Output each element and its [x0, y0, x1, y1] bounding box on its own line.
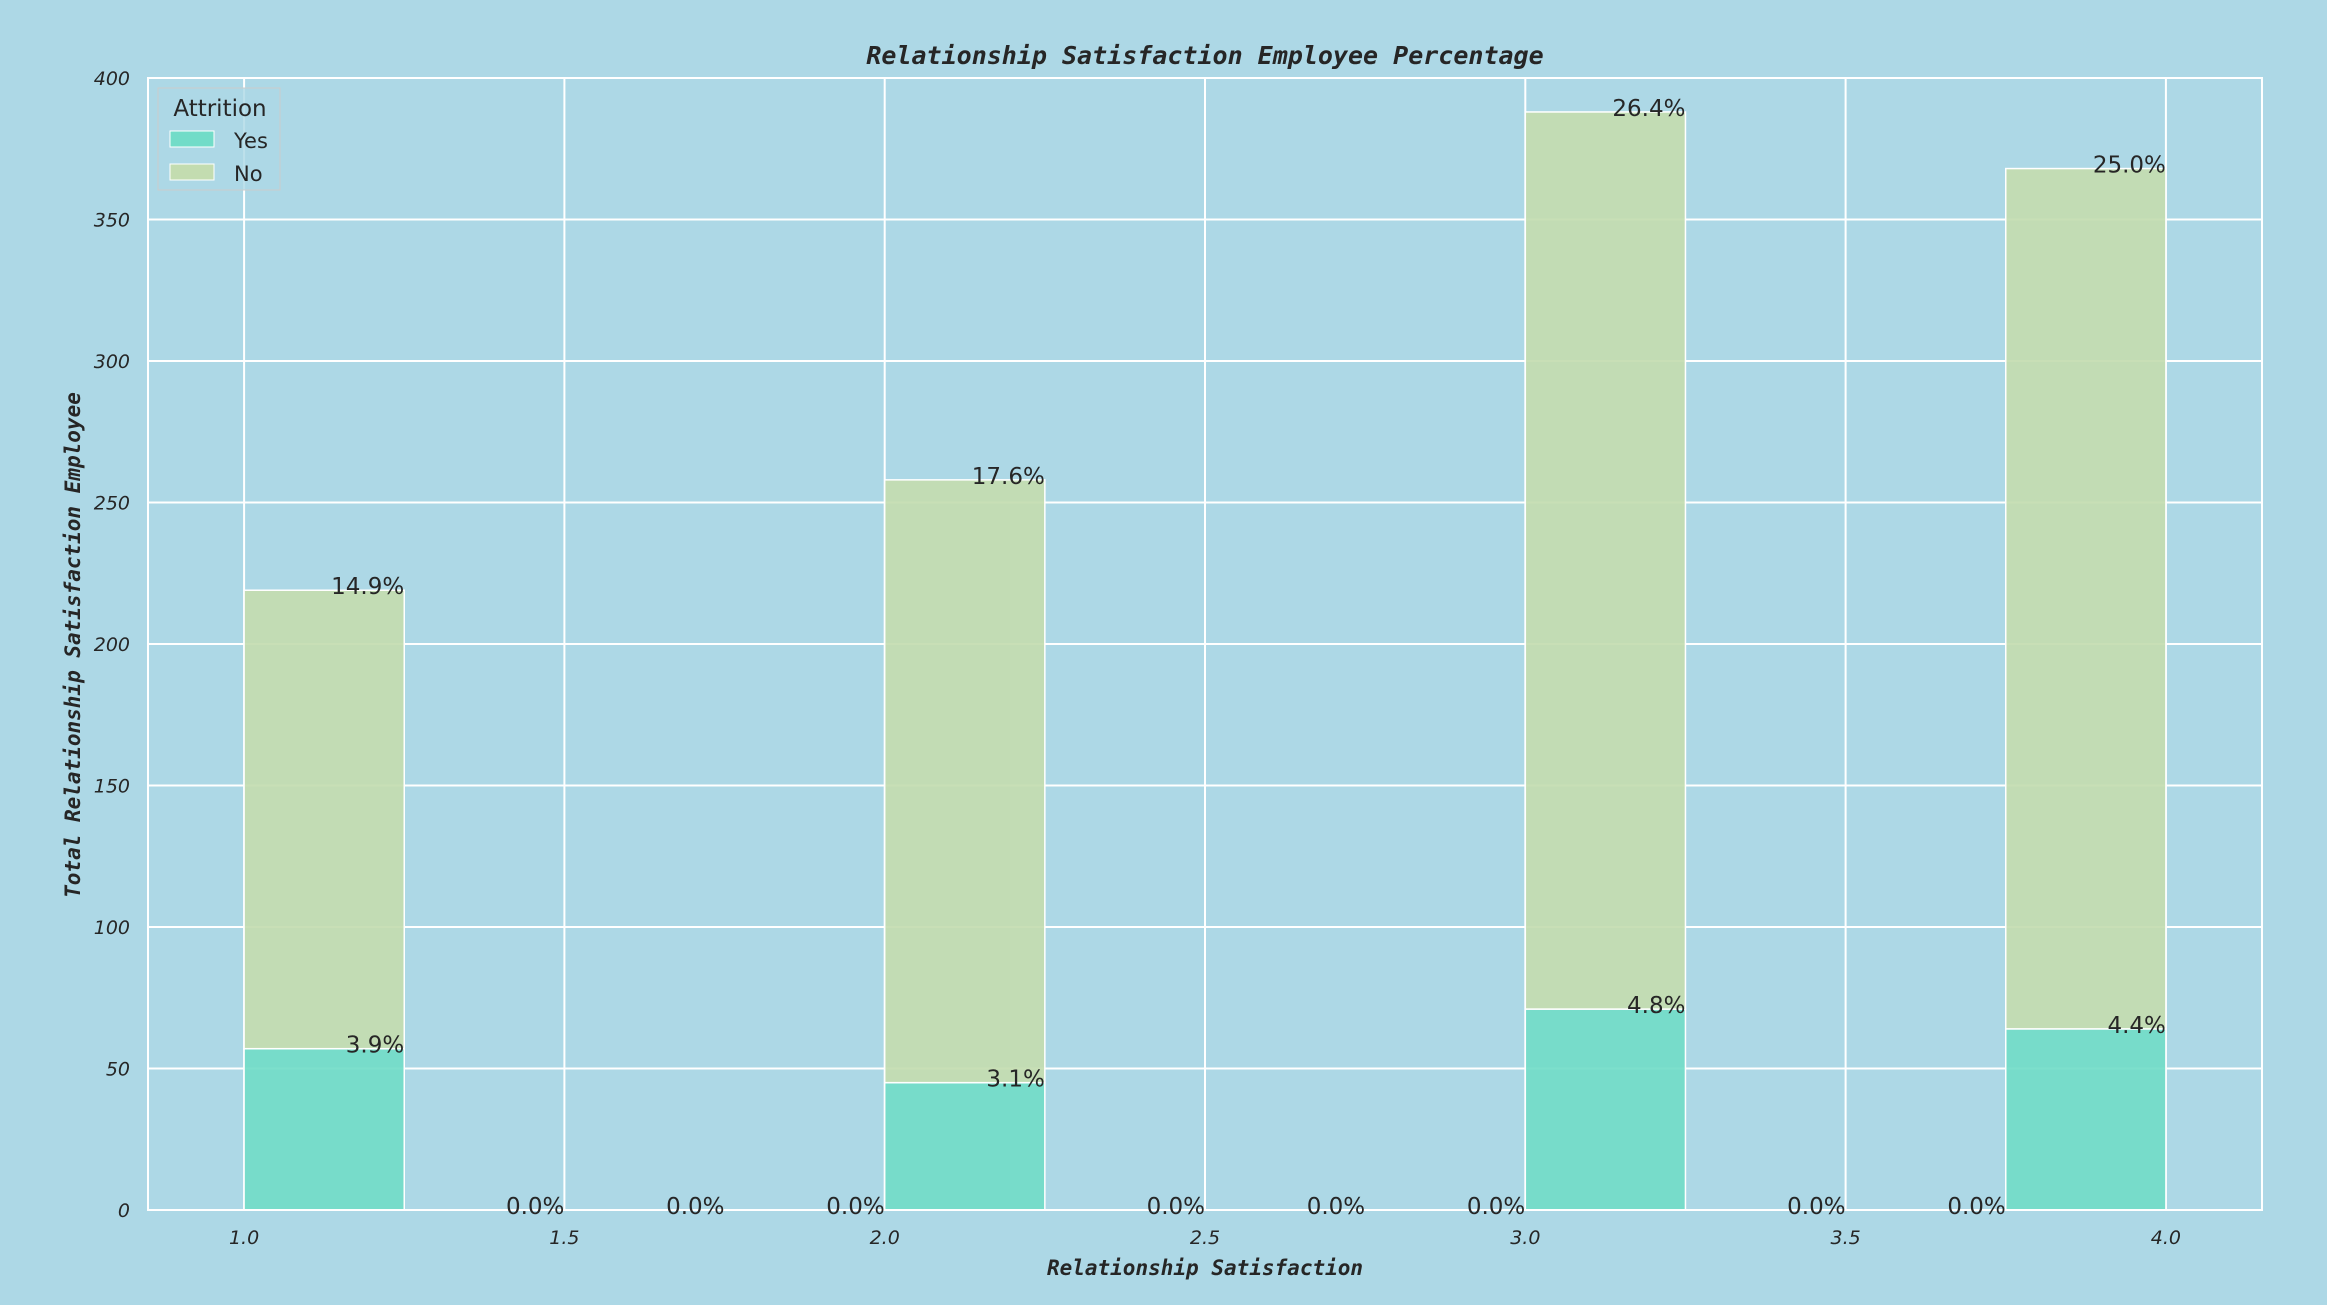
y-tick-label: 150	[94, 776, 130, 798]
x-tick-label: 3.0	[1510, 1227, 1540, 1249]
data-label-no: 14.9%	[331, 574, 404, 600]
y-axis-label: Total Relationship Satisfaction Employee	[61, 392, 85, 898]
y-tick-label: 100	[94, 917, 130, 939]
bar-no	[243, 589, 405, 1050]
bar-yes	[2005, 1028, 2167, 1211]
plot-frame	[147, 77, 2263, 1211]
legend-title: Attrition	[173, 96, 266, 122]
x-axis-label: Relationship Satisfaction	[1047, 1256, 1363, 1280]
data-labels: 3.9% 0.0% 0.0% 0.0% 3.1% 0.0% 0.0% 0.0% 4.8% 0.0%…	[331, 96, 2166, 1220]
data-label-no: 26.4%	[1612, 96, 1685, 122]
bars	[243, 111, 2167, 1211]
x-tick-label: 1.5	[549, 1227, 579, 1249]
data-label-yes: 0.0%	[826, 1194, 884, 1220]
legend-swatch-no	[169, 163, 215, 181]
data-label-yes: 0.0%	[1787, 1194, 1845, 1220]
bar-no	[883, 479, 1046, 1084]
bar-no	[1524, 111, 1687, 1010]
y-tick-label: 250	[94, 493, 130, 515]
x-tick-label: 4.0	[2151, 1227, 2181, 1249]
y-tick-label: 200	[94, 634, 130, 656]
bar-no	[2005, 167, 2167, 1030]
chart-title: Relationship Satisfaction Employee Perce…	[866, 41, 1543, 70]
x-tick-label: 2.5	[1190, 1227, 1220, 1249]
x-tick-labels: 1.0 1.5 2.0 2.5 3.0 3.5 4.0	[229, 1227, 2181, 1249]
legend-label-no: No	[234, 162, 263, 186]
legend-label-yes: Yes	[233, 129, 268, 153]
y-tick-label: 50	[106, 1059, 130, 1081]
y-tick-label: 300	[94, 351, 130, 373]
data-label-yes: 4.8%	[1627, 993, 1685, 1019]
data-label-yes: 0.0%	[666, 1194, 724, 1220]
data-label-yes: 4.4%	[2107, 1013, 2165, 1039]
data-label-yes: 0.0%	[506, 1194, 564, 1220]
data-label-no: 25.0%	[2093, 153, 2166, 179]
y-tick-label: 0	[118, 1200, 130, 1222]
y-tick-label: 400	[94, 68, 130, 90]
bar-yes	[243, 1047, 405, 1211]
y-tick-labels: 0 50 100 150 200 250 300 350 400	[94, 68, 130, 1222]
data-label-yes: 3.1%	[986, 1067, 1044, 1093]
bar-yes	[1524, 1008, 1687, 1211]
data-label-yes: 0.0%	[1307, 1194, 1365, 1220]
legend-swatch-yes	[169, 130, 215, 148]
data-label-yes: 3.9%	[346, 1033, 404, 1059]
x-tick-label: 1.0	[229, 1227, 259, 1249]
data-label-yes: 0.0%	[1947, 1194, 2005, 1220]
x-tick-label: 2.0	[870, 1227, 900, 1249]
data-label-no: 17.6%	[972, 464, 1045, 490]
y-tick-label: 350	[94, 210, 130, 232]
bar-yes	[883, 1081, 1046, 1211]
data-label-yes: 0.0%	[1467, 1194, 1525, 1220]
x-tick-label: 3.5	[1830, 1227, 1860, 1249]
legend: Attrition Yes No	[157, 87, 281, 191]
data-label-yes: 0.0%	[1147, 1194, 1205, 1220]
